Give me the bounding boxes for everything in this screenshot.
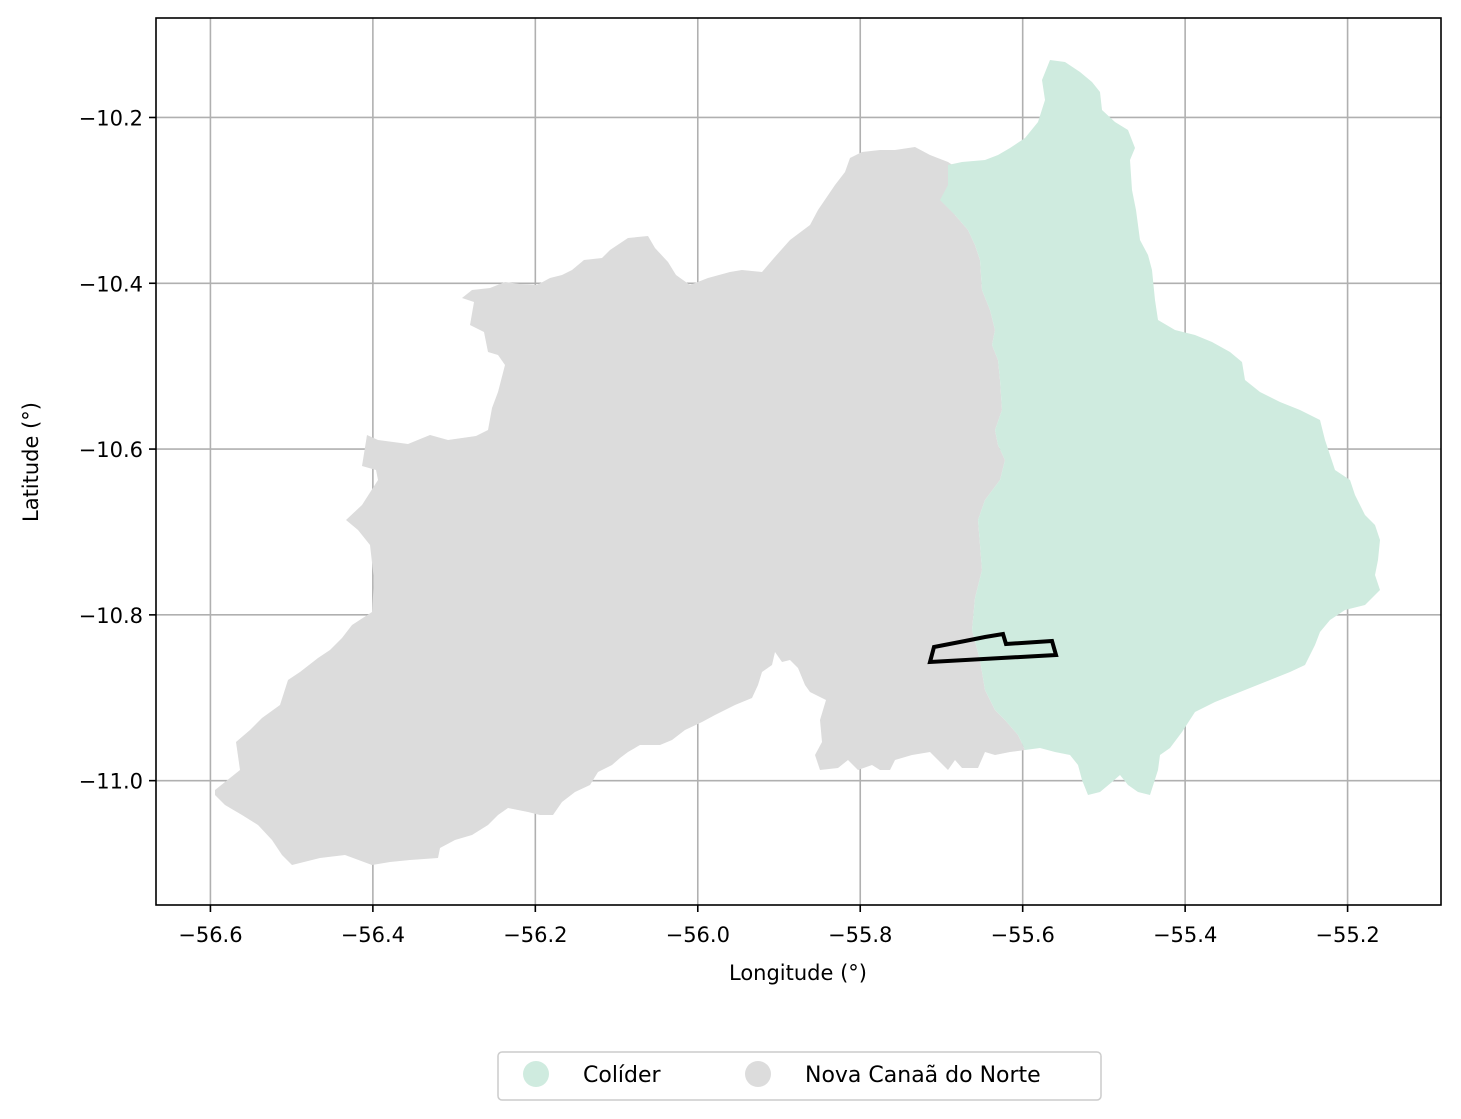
- x-tick-label: −56.0: [666, 923, 730, 947]
- legend-marker-nova-canaa: [745, 1061, 771, 1087]
- y-tick-label: −10.6: [79, 438, 143, 462]
- axes-frame: [155, 17, 1442, 906]
- x-tick-label: −55.4: [1153, 923, 1217, 947]
- legend: Colíder Nova Canaã do Norte: [497, 1051, 1102, 1101]
- x-axis-label: Longitude (°): [729, 961, 867, 985]
- x-tick-label: −55.6: [991, 923, 1055, 947]
- x-tick-label: −55.8: [828, 923, 892, 947]
- area-of-interest-outline: [927, 631, 1059, 665]
- region-nova-canaa-do-norte: [215, 147, 1025, 865]
- legend-box: [497, 1051, 1102, 1101]
- x-tick-label: −55.2: [1315, 923, 1379, 947]
- x-tick-label: −56.2: [503, 923, 567, 947]
- y-tick-label: −10.2: [79, 106, 143, 130]
- x-axis-ticks: −56.6 −56.4 −56.2 −56.0 −55.8 −55.6 −55.4 −55.2: [178, 905, 1380, 947]
- legend-label-nova-canaa: Nova Canaã do Norte: [805, 1063, 1041, 1088]
- x-tick-label: −56.4: [341, 923, 405, 947]
- y-tick-label: −10.8: [79, 604, 143, 628]
- y-tick-label: −11.0: [79, 770, 143, 794]
- x-tick-label: −56.6: [178, 923, 242, 947]
- y-axis-ticks: −10.2 −10.4 −10.6 −10.8 −11.0: [79, 106, 156, 794]
- y-tick-label: −10.4: [79, 272, 143, 296]
- legend-label-colider: Colíder: [583, 1063, 662, 1088]
- y-axis-label: Latitude (°): [19, 402, 43, 522]
- legend-marker-colider: [523, 1061, 549, 1087]
- region-colider: [940, 60, 1380, 795]
